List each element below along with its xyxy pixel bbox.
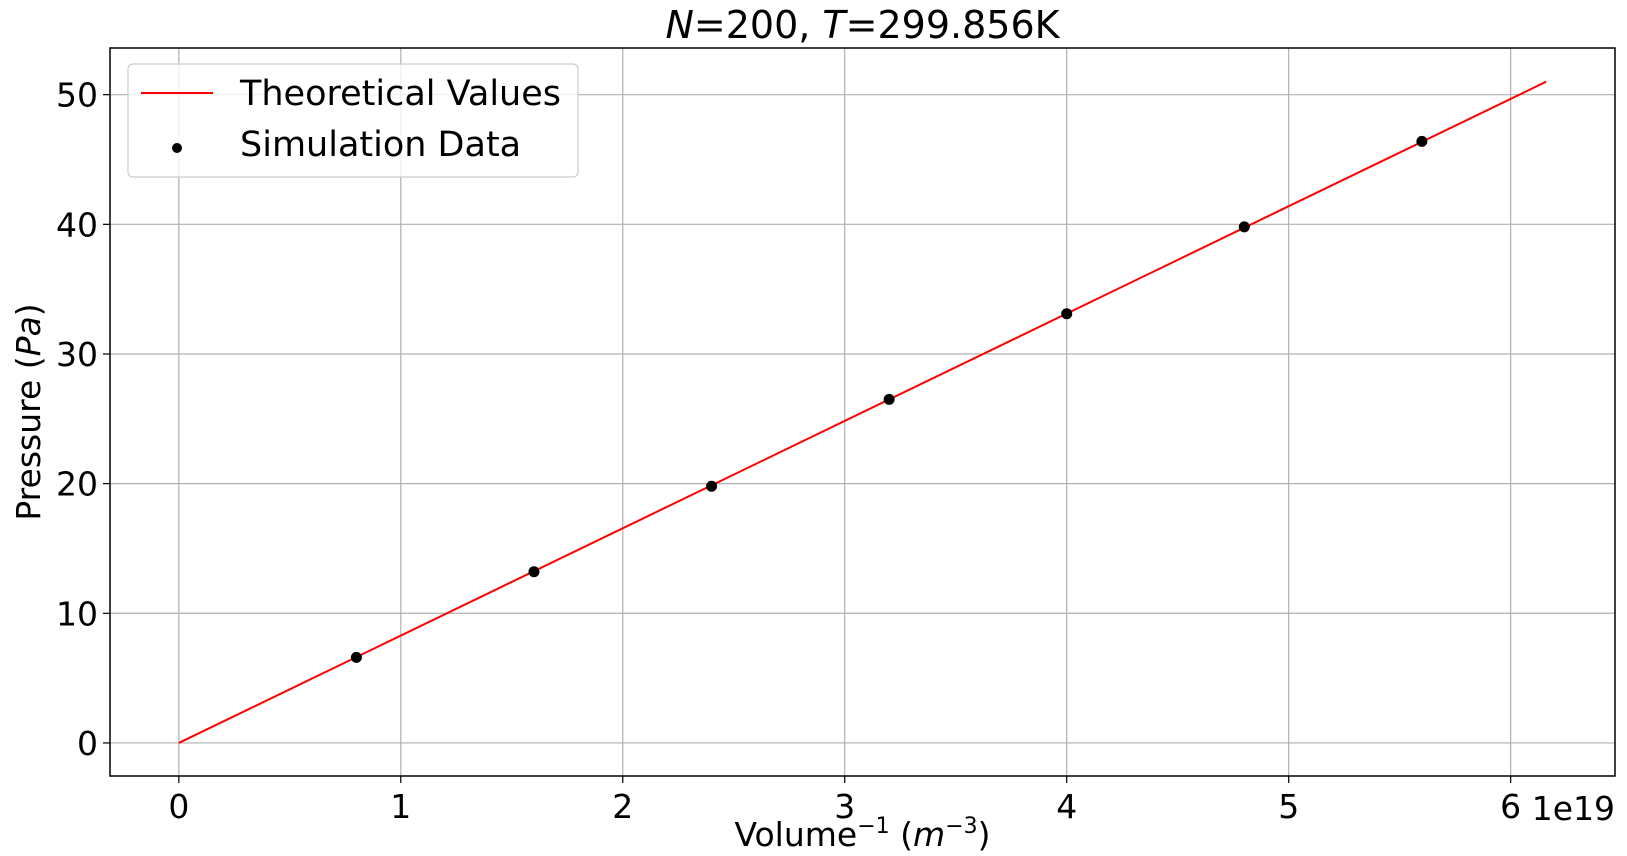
legend-box (127, 63, 579, 178)
grid (110, 48, 1615, 776)
simulation-data-point (1238, 221, 1250, 233)
legend: Theoretical Values Simulation Data (127, 63, 579, 178)
x-tick-label: 0 (168, 787, 189, 826)
x-tick-label: 1 (390, 787, 411, 826)
simulation-data-point (1416, 135, 1428, 147)
x-tick-label: 5 (1278, 787, 1299, 826)
axis-ticks: 0 1 2 3 4 5 6 0 10 20 30 40 50 (56, 76, 1521, 826)
simulation-data-point (350, 651, 362, 663)
plot-data (178, 80, 1547, 744)
simulation-data-point (706, 480, 718, 492)
x-tick-label: 2 (612, 787, 633, 826)
legend-swatch-simulation (172, 143, 182, 153)
y-tick-label: 10 (56, 594, 98, 633)
y-tick-label: 20 (56, 465, 98, 504)
legend-label-simulation: Simulation Data (240, 125, 521, 165)
y-axis-title: Pressure (Pa) (9, 303, 48, 520)
x-axis-title: Volume−1 (m−3) (734, 814, 990, 854)
plot-frame (109, 47, 1616, 777)
simulation-data-point (883, 393, 895, 405)
theoretical-values-line (178, 80, 1547, 744)
y-tick-label: 30 (56, 335, 98, 374)
x-tick-label: 4 (1056, 787, 1077, 826)
x-tick-label: 6 (1500, 787, 1521, 826)
legend-label-theoretical: Theoretical Values (239, 74, 561, 114)
chart-title: N=200, T=299.856K (665, 3, 1060, 47)
y-tick-label: 40 (56, 205, 98, 244)
simulation-data-point (1061, 308, 1073, 320)
x-tick-label: 3 (834, 787, 855, 826)
y-tick-label: 50 (56, 76, 98, 115)
simulation-data-point (528, 566, 540, 578)
x-axis-offset-label: 1e19 (1532, 789, 1615, 828)
y-tick-label: 0 (77, 724, 98, 763)
